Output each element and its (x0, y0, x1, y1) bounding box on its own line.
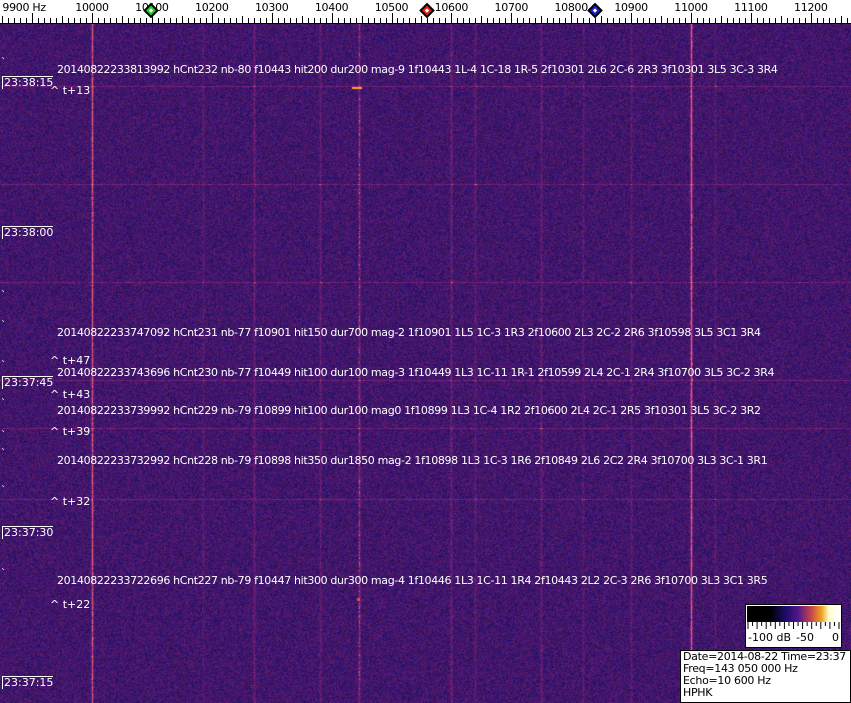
frequency-label: 10800 (554, 1, 588, 14)
color-scale-label-mid: -50 (796, 631, 814, 644)
frequency-label: 10500 (374, 1, 409, 14)
info-echo: Echo=10 600 Hz (683, 674, 771, 687)
detection-tick: ` (1, 57, 6, 68)
detection-tick: ` (1, 290, 6, 301)
frequency-label: 10900 (614, 1, 648, 14)
detection-offset: ^ t+39 (50, 425, 91, 438)
detection-record: 20140822233732992 hCnt228 nb-79 f10898 h… (57, 454, 768, 467)
detection-record: 20140822233743696 hCnt230 nb-77 f10449 h… (57, 366, 775, 379)
frequency-label: 11000 (674, 1, 708, 14)
frequency-label: 11100 (734, 1, 768, 14)
frequency-label: 10000 (75, 1, 109, 14)
time-label: 23:37:45 (2, 376, 54, 389)
info-frequency: Freq=143 050 000 Hz (683, 662, 798, 675)
detection-tick: ` (1, 448, 6, 459)
frequency-label: 10600 (434, 1, 469, 14)
ruler-ticks (2, 13, 848, 24)
detection-offset: ^ t+32 (50, 495, 91, 508)
detection-tick: ` (1, 568, 6, 579)
detection-record: 20140822233722696 hCnt227 nb-79 f10447 h… (57, 574, 768, 587)
frequency-label: 10200 (195, 1, 229, 14)
color-scale-gradient (747, 606, 840, 622)
detection-record: 20140822233813992 hCnt232 nb-80 f10443 h… (57, 63, 778, 76)
time-label: 23:37:30 (2, 526, 54, 539)
frequency-ruler: 9900 Hz100001010010200103001040010500106… (0, 0, 851, 24)
info-box: Date=2014-08-22 Time=23:37 UTC Freq=143 … (680, 650, 851, 703)
time-label: 23:38:15 (2, 76, 54, 89)
detection-record: 20140822233739992 hCnt229 nb-79 f10899 h… (57, 404, 761, 417)
detection-offset: ^ t+47 (50, 354, 91, 367)
frequency-label: 10300 (254, 1, 289, 14)
frequency-label: 9900 Hz (2, 1, 46, 14)
time-label: 23:38:00 (2, 226, 54, 239)
info-date-time: Date=2014-08-22 Time=23:37 UTC (683, 650, 851, 663)
detection-tick: ` (1, 360, 6, 371)
detection-record: 20140822233747092 hCnt231 nb-77 f10901 h… (57, 326, 761, 339)
waterfall-spectrogram (0, 24, 851, 703)
time-label: 23:37:15 (2, 676, 54, 689)
detection-tick: ` (1, 430, 6, 441)
detection-tick: ` (1, 485, 6, 496)
detection-tick: ` (1, 398, 6, 409)
frequency-label: 10400 (314, 1, 349, 14)
frequency-label: 11200 (794, 1, 828, 14)
color-scale-label-max: 0 (832, 631, 839, 644)
frequency-label: 10700 (494, 1, 529, 14)
detection-offset: ^ t+22 (50, 598, 91, 611)
detection-offset: ^ t+13 (50, 84, 91, 97)
info-station: HPHK (683, 686, 713, 699)
color-scale: -100 dB -50 0 (745, 604, 842, 648)
detection-tick: ` (1, 320, 6, 331)
color-scale-ticks (747, 622, 840, 629)
color-scale-label-min: -100 dB (748, 631, 791, 644)
detection-offset: ^ t+43 (50, 388, 91, 401)
